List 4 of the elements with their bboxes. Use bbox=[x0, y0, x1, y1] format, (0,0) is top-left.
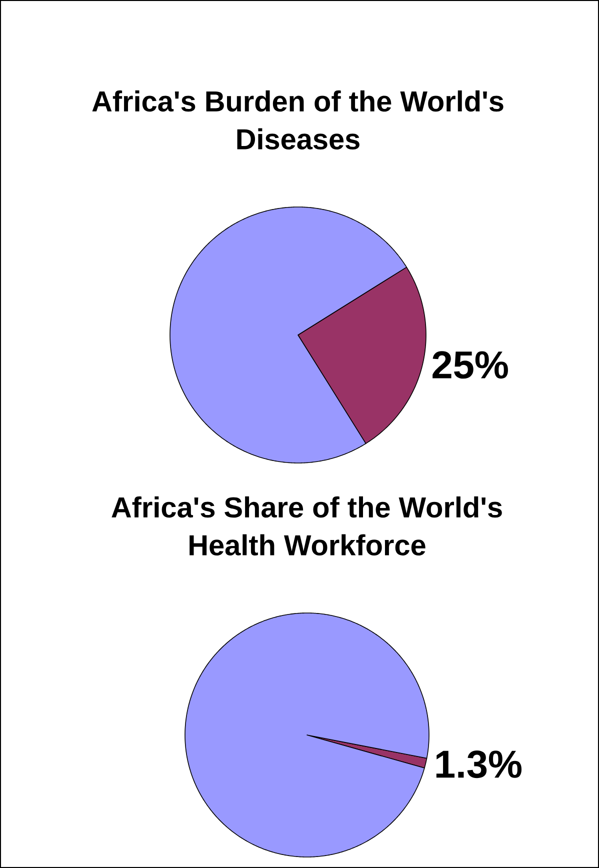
chart-title: Africa's Burden of the World's Diseases bbox=[92, 90, 504, 150]
data-label: 25% bbox=[432, 351, 508, 379]
data-label: 1.3% bbox=[436, 750, 522, 778]
chart-title: Africa's Share of the World's Health Workforce bbox=[112, 496, 502, 556]
